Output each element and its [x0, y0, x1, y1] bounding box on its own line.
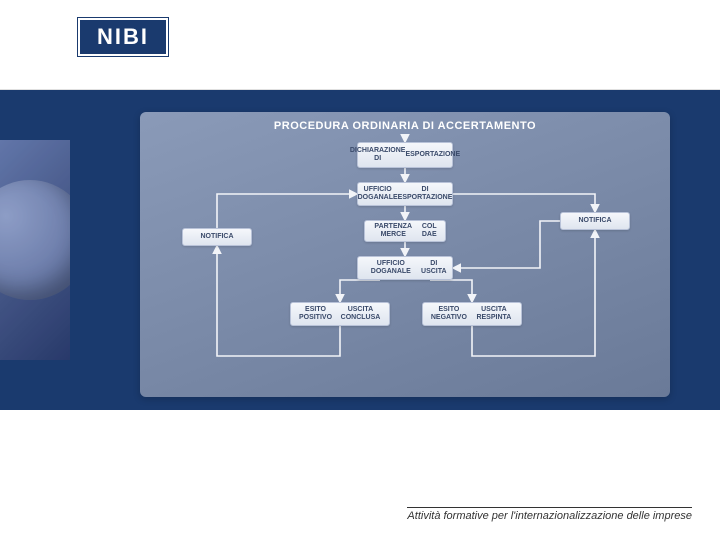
node-notif_r: NOTIFICA: [560, 212, 630, 230]
edge-uff_esp_r-notif_r: [453, 194, 595, 212]
edge-esito_pos-notif_l_b: [217, 246, 340, 356]
header-band: NIBI: [0, 0, 720, 90]
edge-notif_r-uff_usc_r: [453, 221, 560, 268]
globe-decoration: [0, 140, 70, 360]
node-notif_l: NOTIFICA: [182, 228, 252, 246]
edge-uff_usc-esito_neg: [430, 280, 472, 302]
node-partenza: PARTENZA MERCECOL DAE: [364, 220, 446, 242]
node-esito_pos: ESITO POSITIVOUSCITA CONCLUSA: [290, 302, 390, 326]
logo: NIBI: [78, 18, 168, 56]
node-uff_esp: UFFICIO DOGANALEDI ESPORTAZIONE: [357, 182, 453, 206]
node-uff_usc: UFFICIO DOGANALEDI USCITA: [357, 256, 453, 280]
flowchart-title: PROCEDURA ORDINARIA DI ACCERTAMENTO: [140, 120, 670, 132]
footer-text: Attività formative per l'internazionaliz…: [407, 507, 692, 522]
flowchart-panel: PROCEDURA ORDINARIA DI ACCERTAMENTO DICH…: [140, 112, 670, 397]
edge-notif_l-uff_esp_l: [217, 194, 357, 228]
node-dich: DICHIARAZIONE DIESPORTAZIONE: [357, 142, 453, 168]
edge-esito_neg-notif_r_b: [472, 230, 595, 356]
node-esito_neg: ESITO NEGATIVOUSCITA RESPINTA: [422, 302, 522, 326]
edge-uff_usc-esito_pos: [340, 280, 380, 302]
logo-text: NIBI: [97, 24, 149, 50]
